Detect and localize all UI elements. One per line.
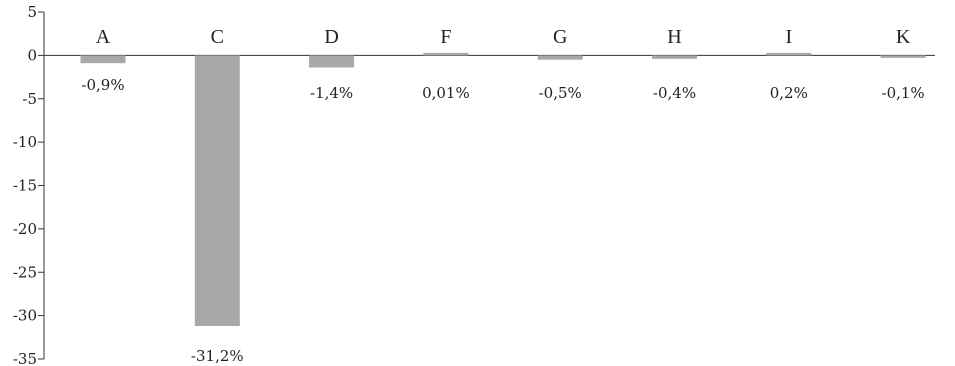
y-tick-label: -10 — [13, 133, 37, 151]
category-label: G — [553, 26, 567, 48]
y-tick-label: -30 — [13, 307, 37, 325]
y-tick-label: -35 — [13, 350, 37, 366]
data-label: -0,1% — [882, 84, 925, 102]
data-label: 0,2% — [770, 84, 808, 102]
y-tick-label: -20 — [13, 220, 37, 238]
category-label: F — [440, 26, 451, 48]
category-label: D — [324, 26, 338, 48]
bar-k — [880, 55, 926, 58]
bar-c — [194, 55, 240, 327]
data-label: -1,4% — [310, 84, 353, 102]
category-label: H — [667, 26, 681, 48]
category-label: C — [211, 26, 224, 48]
data-label: -0,4% — [653, 84, 696, 102]
data-label: -0,5% — [539, 84, 582, 102]
y-tick-label: -15 — [13, 177, 37, 195]
bar-g — [537, 55, 583, 60]
data-label: -31,2% — [191, 347, 244, 365]
bar-h — [652, 55, 697, 59]
bar-d — [309, 55, 355, 68]
data-labels-group: -0,9% -31,2% -1,4% 0,01% -0,5% -0,4% 0,2% -0,1% — [81, 76, 924, 365]
y-tick-label: 5 — [27, 3, 37, 21]
bar-i — [766, 52, 812, 56]
bar-f — [423, 52, 469, 56]
category-label: I — [785, 26, 792, 48]
bar-a — [80, 55, 126, 64]
data-label: 0,01% — [422, 84, 470, 102]
y-tick-label: -25 — [13, 263, 37, 281]
data-label: -0,9% — [81, 76, 124, 94]
category-label: K — [896, 26, 911, 48]
category-label: A — [96, 26, 111, 48]
bars-group — [80, 52, 926, 327]
y-axis: 5 0 -5 -10 -15 -20 -25 -30 -35 — [13, 3, 45, 366]
y-tick-label: 0 — [27, 46, 37, 64]
y-tick-label: -5 — [22, 90, 37, 108]
